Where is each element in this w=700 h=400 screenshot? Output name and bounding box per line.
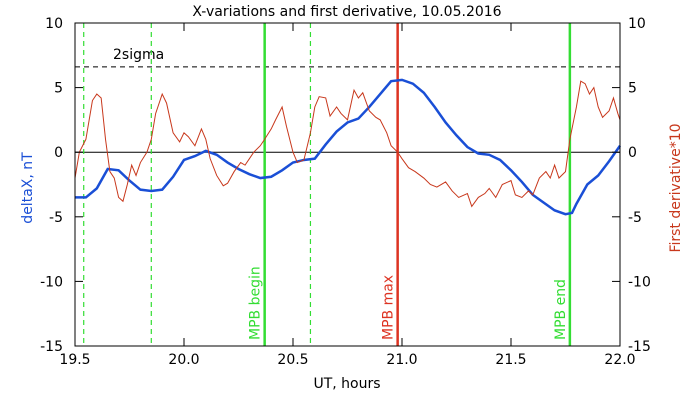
plot-frame: [74, 22, 621, 347]
y-tick-label: 10: [45, 16, 63, 32]
x-tick-label: 22.0: [604, 352, 635, 368]
y2-axis-label: First derivative*10: [668, 123, 684, 252]
x-tick-label: 21.5: [495, 352, 526, 368]
series-line: [74, 80, 621, 208]
y-tick-label: 0: [54, 145, 63, 161]
x-tick-label: 20.0: [168, 352, 199, 368]
y-tick-label: 5: [54, 81, 63, 97]
y-tick-label: -15: [40, 339, 63, 355]
x-tick-label: 21.0: [386, 352, 417, 368]
y2-tick-label: -10: [628, 274, 651, 290]
marker-label: MPB max: [381, 275, 397, 340]
y-axis-label: deltaX, nT: [20, 152, 36, 224]
y-tick-label: -5: [49, 210, 63, 226]
y2-tick-label: 5: [628, 81, 637, 97]
x-axis-label: UT, hours: [313, 376, 380, 392]
y2-tick-label: 0: [628, 145, 637, 161]
marker-label: MPB begin: [248, 266, 264, 340]
y-tick-label: -10: [40, 274, 63, 290]
y2-tick-label: 10: [628, 16, 646, 32]
y2-tick-label: -15: [628, 339, 651, 355]
x-tick-label: 20.5: [277, 352, 308, 368]
chart-title: X-variations and first derivative, 10.05…: [192, 4, 501, 20]
y2-tick-label: -5: [628, 210, 642, 226]
marker-label: MPB end: [553, 279, 569, 340]
reference-label: 2sigma: [113, 47, 164, 63]
series-line: [75, 78, 622, 216]
x-tick-label: 19.5: [59, 352, 90, 368]
